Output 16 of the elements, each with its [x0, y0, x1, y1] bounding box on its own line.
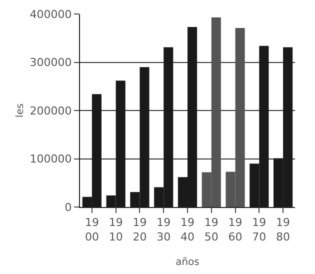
x-tick-label: 19 50 — [204, 216, 218, 244]
x-tick-label: 19 60 — [228, 216, 242, 244]
y-tick-label: 400000 — [30, 8, 72, 21]
y-tick-label: 100000 — [30, 152, 72, 166]
x-tick-label: 19 30 — [156, 216, 171, 244]
x-tick-label: 19 00 — [84, 216, 99, 244]
y-tick-label: 0 — [64, 200, 72, 214]
x-axis-title: años — [176, 257, 200, 268]
x-tick-label: 19 40 — [180, 216, 194, 244]
x-tick-label: 19 80 — [276, 216, 290, 244]
y-tick-label: 300000 — [30, 56, 72, 70]
x-tick-label: 19 70 — [252, 216, 266, 244]
x-tick-label: 19 20 — [132, 216, 147, 244]
y-axis-title: les — [14, 103, 26, 118]
y-tick-label: 200000 — [30, 104, 72, 118]
x-tick-label: 19 10 — [108, 216, 123, 244]
